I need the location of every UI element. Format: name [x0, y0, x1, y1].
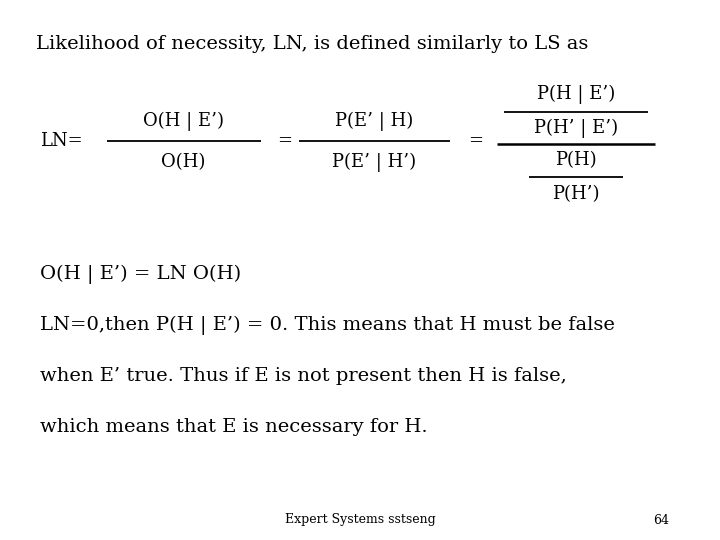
Text: P(H’): P(H’) — [552, 185, 600, 203]
Text: =: = — [277, 132, 292, 151]
Text: P(H | E’): P(H | E’) — [537, 85, 615, 104]
Text: P(H’ | E’): P(H’ | E’) — [534, 119, 618, 138]
Text: P(H): P(H) — [555, 151, 597, 170]
Text: Expert Systems sstseng: Expert Systems sstseng — [284, 514, 436, 526]
Text: =: = — [468, 132, 482, 151]
Text: which means that E is necessary for H.: which means that E is necessary for H. — [40, 418, 427, 436]
Text: P(E’ | H): P(E’ | H) — [336, 112, 413, 131]
Text: when E’ true. Thus if E is not present then H is false,: when E’ true. Thus if E is not present t… — [40, 367, 567, 385]
Text: O(H | E’) = LN O(H): O(H | E’) = LN O(H) — [40, 265, 240, 284]
Text: O(H | E’): O(H | E’) — [143, 112, 224, 131]
Text: LN=: LN= — [40, 132, 82, 151]
Text: 64: 64 — [654, 514, 670, 526]
Text: O(H): O(H) — [161, 153, 206, 171]
Text: LN=0,then P(H | E’) = 0. This means that H must be false: LN=0,then P(H | E’) = 0. This means that… — [40, 316, 614, 335]
Text: Likelihood of necessity, LN, is defined similarly to LS as: Likelihood of necessity, LN, is defined … — [36, 35, 588, 53]
Text: P(E’ | H’): P(E’ | H’) — [333, 152, 416, 172]
